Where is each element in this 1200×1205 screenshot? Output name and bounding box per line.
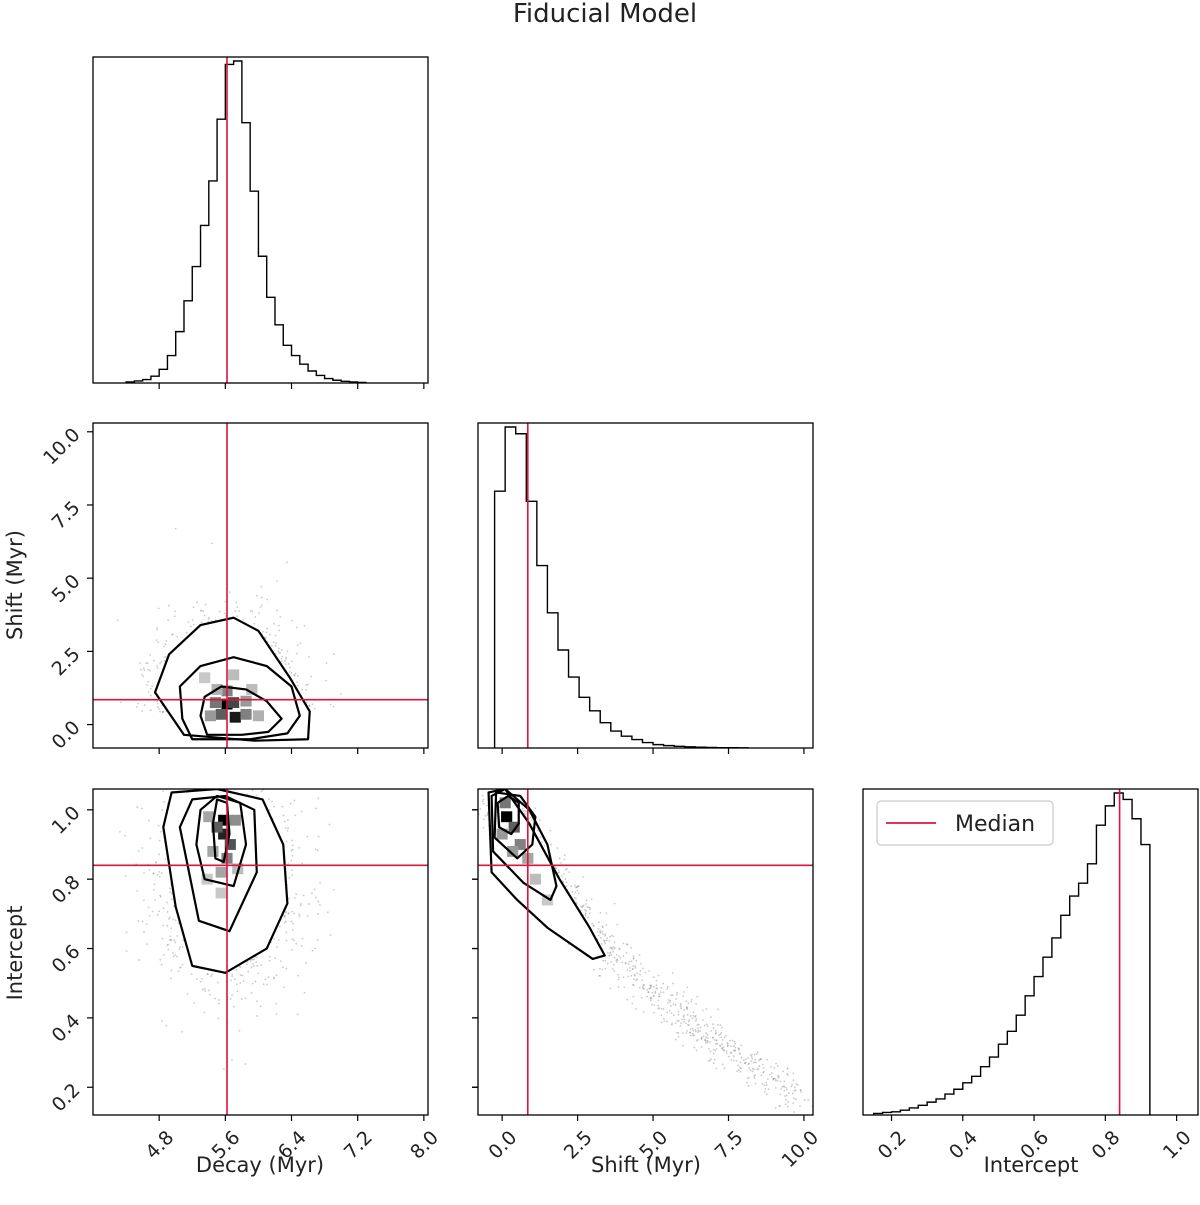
y-axis-label-shift: Shift (Myr) — [3, 530, 27, 640]
legend-box — [876, 800, 1054, 846]
density-cell-2-0 — [501, 811, 513, 823]
hist-group-0 — [125, 60, 367, 383]
y-tick-label-1-3: 7.5 — [48, 497, 85, 534]
legend-median-label: Median — [955, 812, 1035, 837]
density-cell-2-6 — [496, 828, 508, 840]
contour-2-2 — [490, 789, 558, 902]
density-cell-1-3 — [224, 839, 236, 850]
y-tick-label-1-1: 2.5 — [48, 643, 85, 680]
pair-group-2 — [478, 789, 813, 1113]
contour-0-1 — [178, 656, 301, 741]
y-axis-label-intercept: Intercept — [3, 906, 27, 1001]
legend: Median — [876, 800, 1054, 846]
density-cell-2-3 — [514, 839, 526, 850]
density-cell-0-1 — [229, 711, 241, 723]
density-cell-0-11 — [252, 710, 265, 722]
y-tick-label-2-1: 0.4 — [48, 1010, 85, 1047]
x-tick-label-1-3: 7.5 — [711, 1127, 748, 1164]
density-cell-0-8 — [204, 710, 217, 722]
hist-panel-2 — [862, 788, 1199, 1116]
density-cell-1-8 — [203, 811, 215, 823]
hist-panel-1 — [477, 422, 814, 749]
x-axis-label-decay: Decay (Myr) — [196, 1153, 324, 1177]
density-cell-0-2 — [215, 708, 227, 720]
x-tick-label-2-0: 0.2 — [874, 1127, 911, 1164]
density-cell-0-10 — [246, 684, 258, 695]
y-tick-label-2-2: 0.6 — [48, 941, 85, 978]
density-cell-1-6 — [229, 814, 241, 826]
density-cell-0-12 — [199, 672, 211, 684]
density-cell-2-7 — [529, 873, 541, 885]
density-cell-2-1 — [508, 821, 520, 833]
contour-2-0 — [496, 794, 520, 836]
density-cell-1-1 — [218, 828, 230, 840]
contour-1-3 — [162, 789, 289, 974]
pair-group-1 — [119, 789, 335, 1070]
y-tick-label-1-4: 10.0 — [39, 424, 84, 469]
density-cell-1-5 — [207, 845, 219, 857]
density-cell-2-2 — [499, 797, 511, 809]
x-tick-label-0-0: 4.8 — [141, 1127, 178, 1164]
x-tick-label-2-4: 1.0 — [1159, 1127, 1196, 1164]
hist-panel-0 — [92, 56, 429, 384]
contour-2-3 — [487, 789, 606, 961]
contour-1-2 — [178, 794, 258, 933]
hist-group-1 — [493, 426, 749, 748]
contour-0-0 — [199, 685, 283, 736]
density-cell-0-4 — [209, 697, 222, 709]
hist-group-2 — [872, 792, 1151, 1115]
x-tick-label-0-4: 8.0 — [406, 1127, 443, 1164]
y-tick-label-1-2: 5.0 — [48, 570, 85, 607]
density-cell-0-3 — [228, 697, 240, 709]
contour-1-1 — [195, 794, 248, 888]
density-cell-1-7 — [215, 866, 227, 878]
x-tick-label-0-3: 7.2 — [340, 1127, 377, 1164]
density-cell-1-10 — [215, 887, 227, 899]
x-tick-label-1-0: 0.0 — [484, 1127, 521, 1164]
hist-step-1 — [493, 426, 749, 748]
x-axis-label-intercept: Intercept — [984, 1153, 1079, 1177]
contour-0-2 — [153, 616, 311, 742]
density-cell-0-7 — [240, 695, 252, 707]
pair-panel-2 — [477, 788, 814, 1116]
chart-title: Fiducial Model — [513, 0, 697, 29]
x-tick-label-2-3: 0.8 — [1088, 1127, 1125, 1164]
density-cell-1-0 — [218, 814, 230, 826]
x-tick-label-2-1: 0.4 — [945, 1127, 982, 1164]
y-tick-label-2-0: 0.2 — [48, 1079, 85, 1116]
y-tick-label-2-4: 1.0 — [48, 802, 85, 839]
density-cell-2-4 — [507, 845, 519, 857]
pair-group-0 — [116, 527, 342, 742]
y-tick-label-2-3: 0.8 — [48, 871, 85, 908]
y-tick-label-1-0: 0.0 — [48, 717, 85, 754]
x-axis-label-shift: Shift (Myr) — [591, 1153, 701, 1177]
density-cell-1-2 — [211, 821, 223, 833]
pair-panel-1 — [92, 788, 429, 1116]
density-cell-0-6 — [240, 708, 252, 720]
density-cell-2-8 — [541, 894, 553, 906]
density-cell-0-13 — [228, 669, 240, 681]
hist-step-2 — [872, 792, 1151, 1115]
pair-panel-0 — [92, 422, 429, 749]
x-tick-label-1-4: 10.0 — [778, 1127, 823, 1172]
hist-step-0 — [125, 60, 367, 383]
